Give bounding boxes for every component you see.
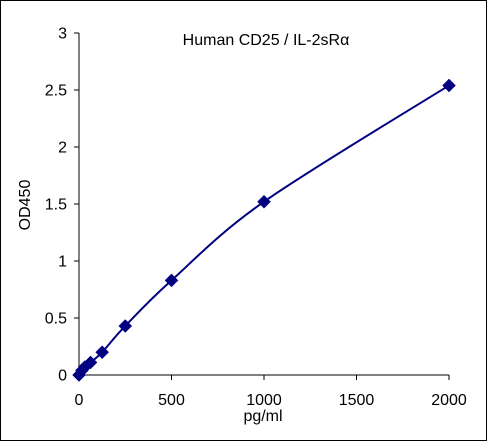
y-tick-label: 1 <box>58 254 67 271</box>
x-tick-label: 1500 <box>339 392 375 409</box>
fit-curve-layer <box>78 84 450 376</box>
y-tick-label: 2.5 <box>45 83 67 100</box>
chart-title: Human CD25 / IL-2sRα <box>183 32 350 49</box>
y-tick-label: 2 <box>58 140 67 157</box>
y-tick-label: 3 <box>58 26 67 43</box>
x-tick-label: 500 <box>158 392 185 409</box>
y-tick-label: 0 <box>58 368 67 385</box>
data-point <box>118 319 133 333</box>
data-point <box>83 355 98 370</box>
x-axis-label: pg/ml <box>243 408 282 425</box>
x-tick-label: 1000 <box>246 392 282 409</box>
fit-curve <box>78 84 450 376</box>
x-tick-label: 0 <box>75 392 84 409</box>
data-point <box>95 345 109 360</box>
data-point <box>442 78 456 93</box>
y-tick-label: 1.5 <box>45 197 67 214</box>
axes: 0 0.5 1 1.5 2 2.5 3 0 500 1000 1500 2000 <box>45 26 467 410</box>
data-point <box>164 273 179 288</box>
y-tick-label: 0.5 <box>45 311 67 328</box>
data-point <box>257 194 271 209</box>
y-axis-label: OD450 <box>17 180 34 231</box>
x-tick-label: 2000 <box>431 392 467 409</box>
data-points <box>72 78 456 382</box>
